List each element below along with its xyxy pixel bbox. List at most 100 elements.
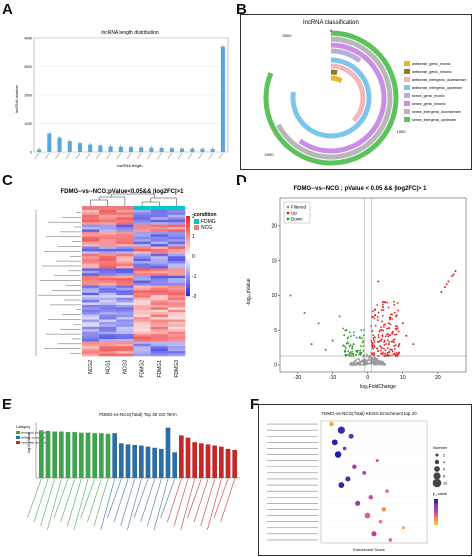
x-tick-label [140, 478, 155, 523]
down-point [289, 294, 292, 297]
down-point [360, 329, 363, 332]
heatmap-cell [116, 214, 134, 218]
heatmap-cell [133, 268, 151, 272]
length-distribution-chart: lncRNA length distribution lncRNA length… [14, 30, 229, 168]
up-point [392, 330, 394, 333]
bar [200, 148, 205, 152]
heatmap-cell [167, 229, 186, 233]
up-point [379, 339, 382, 342]
condition-cell [99, 206, 117, 210]
up-point [386, 353, 389, 356]
down-point [310, 343, 313, 346]
heatmap-cell [150, 285, 169, 289]
heatmap-cell [167, 314, 186, 318]
heatmap-cell [150, 331, 169, 335]
color-scale-cell [434, 518, 438, 520]
legend-label: sense_genic_intronic [412, 102, 446, 106]
heatmap-cell [82, 285, 100, 289]
heatmap-cell [82, 336, 100, 340]
down-point [347, 336, 350, 339]
heatmap-cell [82, 290, 100, 294]
heatmap-cell [116, 278, 134, 281]
heatmap-cell [116, 314, 134, 318]
x-tick-label [75, 152, 81, 160]
down-point [359, 352, 362, 355]
heatmap-cell [99, 261, 117, 264]
heatmap-cell [116, 275, 134, 279]
up-point [382, 347, 385, 350]
panel-c: FDMG--vs--NCG;pValue<0.05&& |log2FC|>1 c… [4, 186, 230, 396]
heatmap-cell [167, 234, 186, 238]
heatmap-cell [150, 319, 169, 323]
bar [145, 446, 151, 478]
down-point [356, 350, 359, 353]
x-tick-label [157, 152, 162, 160]
bubble [364, 512, 371, 519]
heatmap-cell [99, 219, 117, 223]
heatmap-cell [82, 275, 100, 279]
x-tick-label [160, 478, 175, 519]
x-tick-label [200, 478, 216, 527]
heatmap-cell [82, 304, 100, 308]
color-scale-cell [434, 501, 438, 503]
down-point [317, 322, 320, 325]
heatmap-cell [116, 348, 134, 352]
down-point [362, 340, 365, 342]
heatmap-cell [116, 324, 134, 328]
bubble [352, 464, 357, 469]
down-point [348, 345, 351, 348]
filtered-point [352, 363, 354, 365]
heatmap-cell [133, 241, 151, 245]
chart-e-ylabel: -log10 pValue [27, 432, 31, 453]
color-scale-cell [186, 230, 190, 233]
heatmap-cell [133, 210, 151, 213]
heatmap-cell [167, 285, 186, 289]
filtered-point [359, 363, 362, 365]
heatmap-cell [82, 258, 100, 262]
filtered-point [380, 361, 383, 363]
heatmap-cell [116, 248, 134, 252]
radial-bar [330, 69, 338, 76]
down-point [349, 351, 352, 354]
heatmap-cell [150, 317, 169, 320]
heatmap-cell [133, 261, 151, 264]
color-scale-cell [186, 280, 190, 283]
heatmap-cell [167, 326, 186, 330]
condition-cell [82, 206, 100, 210]
legend-swatch [16, 431, 20, 434]
legend-size-marker [433, 472, 441, 480]
heatmap-cell [133, 219, 151, 223]
filtered-point [368, 362, 371, 365]
heatmap-cell [150, 326, 169, 330]
heatmap-cell [167, 341, 186, 345]
up-point [393, 311, 396, 314]
heatmap-cell [167, 222, 186, 225]
up-point [397, 330, 400, 333]
heatmap-cell [116, 346, 134, 349]
up-point [384, 335, 387, 338]
up-point [390, 340, 393, 343]
heatmap-cell [116, 338, 134, 342]
color-scale-cell [186, 226, 190, 229]
heatmap-cell [150, 227, 169, 230]
up-point [394, 315, 397, 318]
heatmap-cell [116, 341, 134, 345]
color-scale-cell [186, 258, 190, 261]
x-tick-label [198, 152, 203, 160]
bar [47, 133, 52, 152]
chart-a-title: lncRNA length distribution [101, 30, 158, 36]
up-point [381, 335, 384, 338]
heatmap-cell [82, 229, 100, 233]
x-tick-label [65, 152, 70, 160]
x-tick-label [187, 478, 202, 519]
heatmap-cell [167, 324, 186, 328]
heatmap-cell [167, 224, 186, 228]
heatmap-cell [82, 312, 100, 315]
up-point [376, 319, 379, 322]
heatmap-cell [99, 300, 117, 303]
heatmap-cell [150, 353, 169, 357]
bubble [375, 459, 379, 463]
down-point [347, 350, 350, 353]
color-scale-cell [186, 224, 190, 227]
radial-bar [298, 42, 387, 154]
